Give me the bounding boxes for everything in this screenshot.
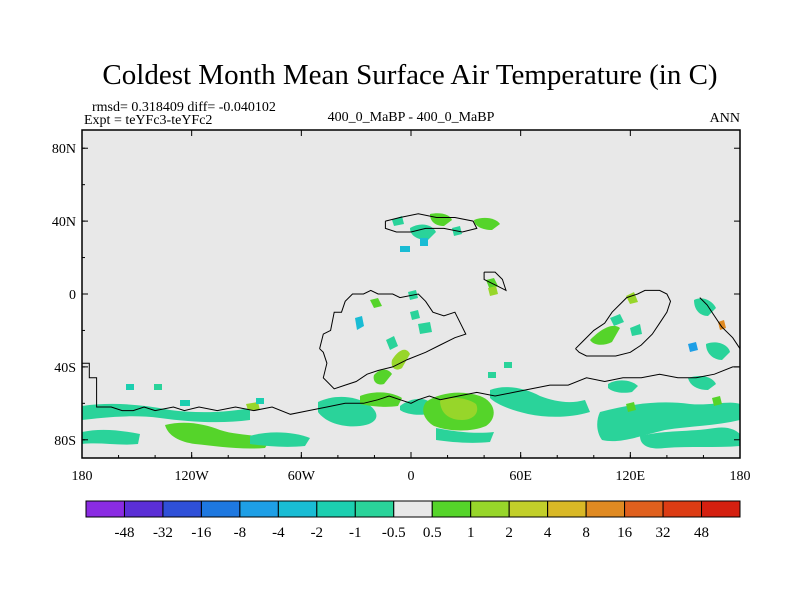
colorbar-swatch: [277, 500, 318, 518]
coastlines: [82, 213, 740, 415]
colorbar-label: 1: [467, 525, 475, 541]
x-axis: 180 120W 60W 0 60E 120E 180: [72, 130, 751, 484]
colorbar-label: 2: [505, 525, 513, 541]
colorbar-swatch: [316, 500, 356, 518]
x-tick-label: 120W: [175, 469, 210, 484]
colorbar-swatch: [662, 500, 703, 518]
colorbar-label: 4: [544, 525, 552, 541]
colorbar-label: -32: [153, 525, 173, 541]
y-tick-label: 80N: [52, 142, 76, 157]
stats-text: rmsd= 0.318409 diff= -0.040102: [92, 100, 276, 115]
colorbar-swatch: [123, 500, 164, 518]
x-tick-label: 60W: [288, 469, 316, 484]
colorbar-label: -2: [311, 525, 324, 541]
colorbar-swatch: [200, 500, 241, 518]
x-tick-label: 120E: [616, 469, 646, 484]
y-tick-label: 0: [69, 288, 76, 303]
x-tick-label: 180: [730, 469, 751, 484]
colorbar-label: -8: [234, 525, 247, 541]
colorbar-label: 16: [617, 525, 633, 541]
x-tick-label: 0: [408, 469, 415, 484]
colorbar-swatch: [239, 500, 279, 518]
colorbar-swatch: [162, 500, 202, 518]
colorbar-swatch: [585, 500, 626, 518]
coastline: [575, 289, 672, 357]
colorbar-label: -1: [349, 525, 362, 541]
colorbar-swatch: [508, 500, 549, 518]
colorbar-label: -0.5: [382, 525, 406, 541]
colorbar: -48 -32 -16 -8 -4 -2 -1 -0.5 0.5 1 2 4 8 16 32 48: [85, 500, 741, 541]
chart-title: Coldest Month Mean Surface Air Temperatu…: [102, 59, 717, 91]
colorbar-swatch: [547, 500, 587, 518]
y-tick-label: 40S: [54, 361, 76, 376]
colorbar-swatch: [431, 500, 472, 518]
coastline: [483, 271, 507, 292]
coastline: [319, 289, 467, 390]
colorbar-swatch: [354, 500, 395, 518]
colorbar-swatch: [393, 500, 433, 518]
colorbar-label: 0.5: [423, 525, 442, 541]
y-tick-label: 80S: [54, 434, 76, 449]
colorbar-swatch: [701, 500, 741, 518]
colorbar-label: 32: [656, 525, 671, 541]
x-tick-label: 60E: [509, 469, 532, 484]
colorbar-label: -16: [191, 525, 211, 541]
center-text: 400_0_MaBP - 400_0_MaBP: [328, 110, 495, 125]
colorbar-swatch: [85, 500, 125, 518]
season-text: ANN: [710, 111, 740, 126]
colorbar-swatch: [624, 500, 664, 518]
colorbar-swatch: [470, 500, 510, 518]
colorbar-label: 48: [694, 525, 709, 541]
coastline: [82, 362, 740, 415]
x-tick-label: 180: [72, 469, 93, 484]
coastline: [384, 213, 478, 233]
colorbar-label: -48: [114, 525, 134, 541]
y-axis: 80N 40N 0 40S 80S: [52, 142, 740, 449]
colorbar-label: 8: [582, 525, 590, 541]
y-tick-label: 40N: [52, 215, 76, 230]
expt-text: Expt = teYFc3-teYFc2: [84, 113, 212, 128]
colorbar-label: -4: [272, 525, 285, 541]
anomaly-field: [82, 213, 740, 449]
coastline: [699, 297, 740, 349]
